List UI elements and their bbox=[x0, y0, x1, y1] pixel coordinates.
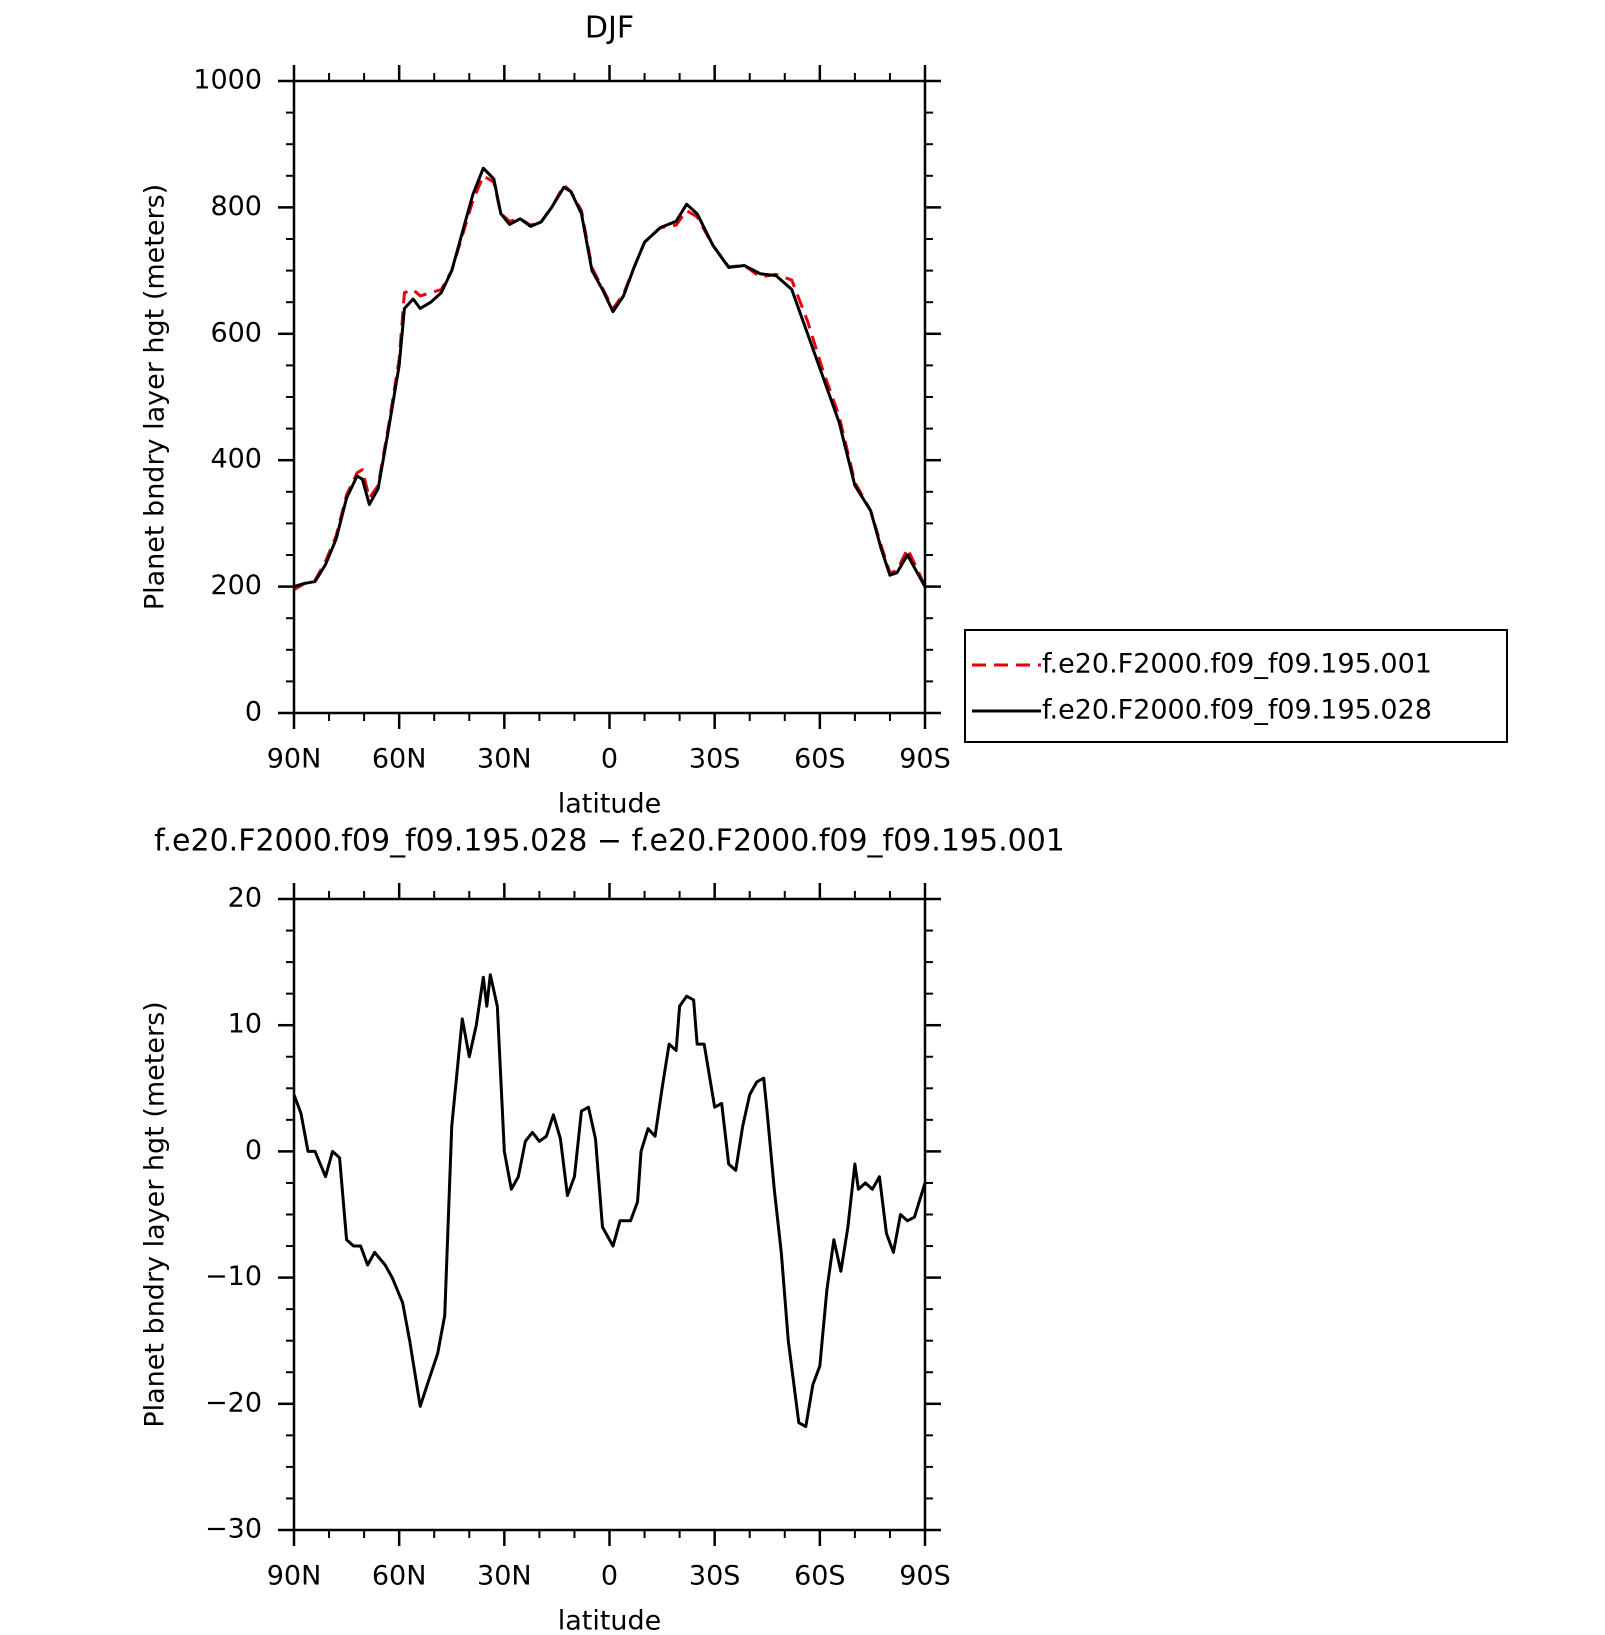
data-line bbox=[292, 973, 927, 1429]
x-tick-label: 60N bbox=[372, 1561, 427, 1592]
legend-label: f.e20.F2000.f09_f09.195.001 bbox=[1042, 649, 1432, 680]
x-tick-label: 90S bbox=[899, 744, 951, 775]
y-tick-label: −10 bbox=[205, 1261, 262, 1292]
x-tick-label: 90S bbox=[899, 1561, 951, 1592]
y-tick-label: 20 bbox=[228, 883, 262, 914]
y-tick-label: 400 bbox=[210, 444, 262, 475]
y-tick-label: −20 bbox=[205, 1387, 262, 1418]
x-tick-label: 30N bbox=[477, 744, 532, 775]
x-tick-label: 90N bbox=[267, 744, 322, 775]
chart-title: f.e20.F2000.f09_f09.195.028 − f.e20.F200… bbox=[154, 824, 1065, 859]
x-axis-label: latitude bbox=[558, 1606, 662, 1635]
x-axis-label: latitude bbox=[558, 789, 662, 820]
x-tick-label: 90N bbox=[267, 1561, 322, 1592]
x-tick-label: 30N bbox=[477, 1561, 532, 1592]
y-tick-label: 600 bbox=[210, 317, 262, 348]
x-tick-label: 60S bbox=[794, 744, 846, 775]
x-tick-label: 60N bbox=[372, 744, 427, 775]
x-tick-label: 30S bbox=[689, 744, 741, 775]
x-tick-label: 0 bbox=[601, 1561, 618, 1592]
data-line bbox=[293, 174, 927, 592]
y-tick-label: −30 bbox=[205, 1514, 262, 1545]
y-tick-label: 1000 bbox=[193, 65, 262, 96]
x-tick-label: 0 bbox=[601, 744, 618, 775]
y-tick-label: 10 bbox=[228, 1009, 262, 1040]
legend-label: f.e20.F2000.f09_f09.195.028 bbox=[1042, 695, 1432, 726]
y-tick-label: 200 bbox=[210, 570, 262, 601]
plot-frame bbox=[292, 897, 927, 1532]
legend-box bbox=[964, 629, 1508, 743]
data-line bbox=[293, 166, 927, 589]
x-tick-label: 60S bbox=[794, 1561, 846, 1592]
y-tick-label: 800 bbox=[210, 191, 262, 222]
chart-title: DJF bbox=[585, 11, 634, 46]
y-tick-label: 0 bbox=[245, 1135, 262, 1166]
plot-frame bbox=[292, 79, 927, 715]
y-axis-label: Planet bndry layer hgt (meters) bbox=[140, 1001, 171, 1427]
x-tick-label: 30S bbox=[689, 1561, 741, 1592]
y-tick-label: 0 bbox=[245, 697, 262, 728]
y-axis-label: Planet bndry layer hgt (meters) bbox=[140, 184, 171, 610]
